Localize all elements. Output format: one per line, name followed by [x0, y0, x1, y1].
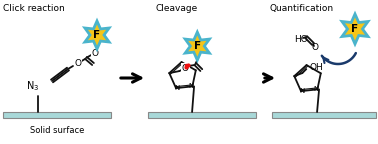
Text: Quantification: Quantification [270, 4, 334, 13]
Text: N: N [174, 85, 180, 91]
Bar [3, 112, 111, 118]
Text: OH: OH [309, 63, 323, 72]
Bar [148, 112, 256, 118]
Bar [272, 112, 376, 118]
Text: O: O [182, 64, 189, 73]
Text: O: O [91, 49, 99, 57]
Text: HO: HO [294, 35, 308, 43]
Polygon shape [85, 21, 109, 49]
Text: Solid surface: Solid surface [30, 126, 84, 135]
Polygon shape [342, 14, 368, 44]
Text: N: N [299, 88, 305, 94]
Text: N: N [314, 86, 319, 92]
Text: Click reaction: Click reaction [3, 4, 65, 13]
Polygon shape [185, 32, 209, 60]
Text: Cleavage: Cleavage [155, 4, 197, 13]
Text: O: O [311, 43, 319, 53]
Text: F: F [194, 41, 201, 51]
Text: N$_3$: N$_3$ [26, 79, 40, 93]
Text: F: F [352, 24, 359, 34]
Text: O: O [74, 58, 82, 68]
Text: N: N [189, 83, 194, 89]
Text: F: F [93, 30, 101, 40]
